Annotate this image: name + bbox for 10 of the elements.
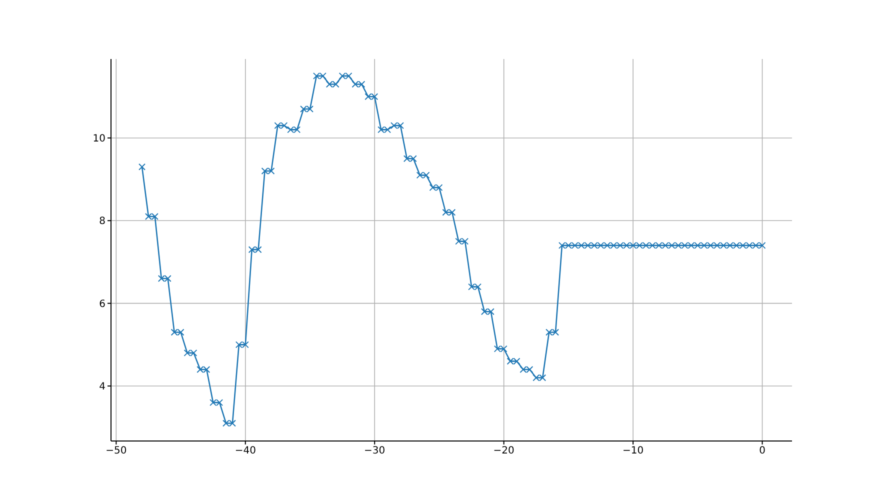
y-tick-label: 8: [99, 216, 106, 228]
y-tick-label: 6: [99, 298, 106, 310]
x-tick-label: −40: [234, 446, 256, 457]
x-tick-label: −20: [493, 446, 514, 457]
x-tick-label: −50: [106, 446, 127, 457]
y-tick-label: 10: [92, 134, 106, 145]
x-tick-label: 0: [759, 446, 766, 457]
x-tick-label: −10: [622, 446, 644, 457]
x-tick-label: −30: [364, 446, 386, 457]
y-tick-label: 4: [99, 382, 106, 393]
